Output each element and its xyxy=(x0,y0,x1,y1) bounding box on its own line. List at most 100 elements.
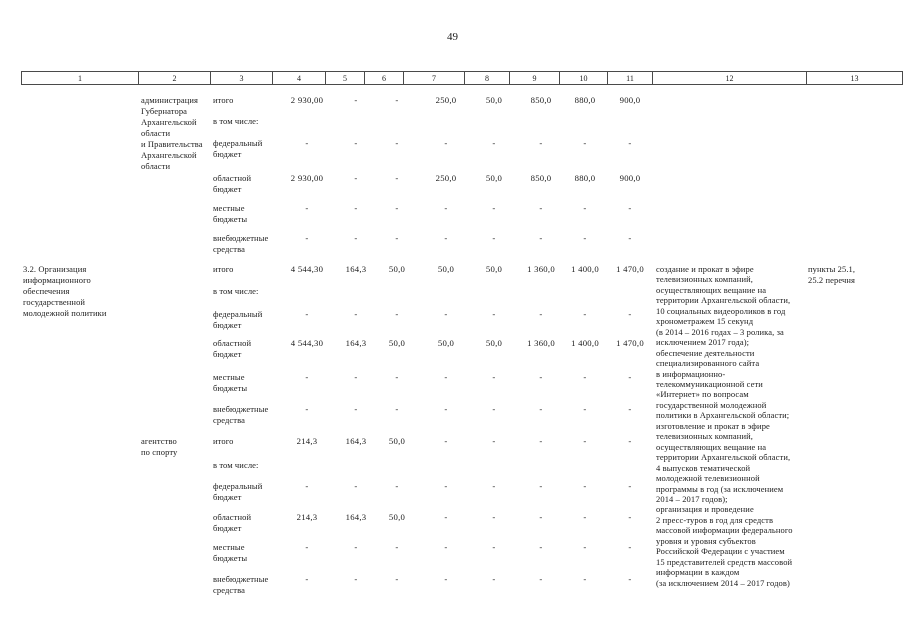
budget-value: - xyxy=(444,372,448,382)
budget-value: 880,0 xyxy=(574,173,596,183)
budget-value: - xyxy=(583,404,587,414)
budget-value: - xyxy=(628,574,632,584)
budget-value: 164,3 xyxy=(345,436,367,446)
budget-value: 900,0 xyxy=(619,173,641,183)
budget-value: - xyxy=(492,309,496,319)
budget-line-label: областной бюджет xyxy=(213,512,252,533)
column-header-9: 9 xyxy=(510,71,560,85)
budget-value: 50,0 xyxy=(485,338,503,348)
budget-value: - xyxy=(444,542,448,552)
column-header-13: 13 xyxy=(807,71,903,85)
budget-line-label: в том числе: xyxy=(213,460,259,470)
budget-value: 1 360,0 xyxy=(527,338,555,348)
budget-value: - xyxy=(539,481,543,491)
budget-value: 50,0 xyxy=(485,95,503,105)
budget-value: - xyxy=(628,138,632,148)
budget-value: 1 360,0 xyxy=(527,264,555,274)
budget-value: 1 470,0 xyxy=(616,338,644,348)
budget-value: - xyxy=(354,404,358,414)
budget-value: - xyxy=(444,138,448,148)
column-header-2: 2 xyxy=(139,71,211,85)
budget-value: - xyxy=(492,481,496,491)
budget-value: 214,3 xyxy=(296,436,318,446)
budget-value: - xyxy=(395,542,399,552)
budget-value: - xyxy=(628,372,632,382)
budget-line-label: областной бюджет xyxy=(213,173,252,194)
budget-value: - xyxy=(492,574,496,584)
budget-value: 880,0 xyxy=(574,95,596,105)
budget-value: - xyxy=(539,574,543,584)
budget-value: - xyxy=(539,404,543,414)
column-header-12: 12 xyxy=(653,71,807,85)
budget-line-label: местные бюджеты xyxy=(213,542,248,563)
budget-value: - xyxy=(305,404,309,414)
budget-value: - xyxy=(628,233,632,243)
budget-value: 4 544,30 xyxy=(290,338,324,348)
budget-value: - xyxy=(583,233,587,243)
budget-value: 214,3 xyxy=(296,512,318,522)
budget-value: - xyxy=(305,309,309,319)
budget-line-label: федеральный бюджет xyxy=(213,138,263,159)
budget-value: - xyxy=(583,574,587,584)
budget-value: - xyxy=(539,233,543,243)
budget-value: 1 400,0 xyxy=(571,338,599,348)
budget-value: - xyxy=(492,233,496,243)
budget-value: - xyxy=(444,404,448,414)
budget-value: - xyxy=(583,372,587,382)
budget-value: - xyxy=(628,203,632,213)
column-header-6: 6 xyxy=(365,71,404,85)
budget-line-label: областной бюджет xyxy=(213,338,252,359)
budget-line-label: местные бюджеты xyxy=(213,372,248,393)
budget-value: - xyxy=(492,138,496,148)
budget-value: - xyxy=(583,203,587,213)
budget-line-label: итого xyxy=(213,436,234,446)
budget-value: - xyxy=(583,309,587,319)
column-header-8: 8 xyxy=(465,71,510,85)
budget-value: - xyxy=(395,309,399,319)
column-header-7: 7 xyxy=(404,71,465,85)
budget-value: - xyxy=(539,309,543,319)
budget-value: - xyxy=(539,542,543,552)
budget-value: - xyxy=(628,512,632,522)
budget-line-label: федеральный бюджет xyxy=(213,481,263,502)
budget-value: - xyxy=(444,574,448,584)
budget-value: - xyxy=(444,512,448,522)
column-header-10: 10 xyxy=(560,71,608,85)
expected-results-text: создание и прокат в эфире телевизионных … xyxy=(656,264,793,588)
budget-value: - xyxy=(354,233,358,243)
budget-value: 2 930,00 xyxy=(290,173,324,183)
column-header-1: 1 xyxy=(21,71,139,85)
budget-value: - xyxy=(395,574,399,584)
executor-name: агентство по спорту xyxy=(141,436,178,457)
budget-value: - xyxy=(395,481,399,491)
budget-value: - xyxy=(492,404,496,414)
budget-value: 850,0 xyxy=(530,173,552,183)
budget-value: 850,0 xyxy=(530,95,552,105)
perechen-reference: пункты 25.1, 25.2 перечня xyxy=(808,264,856,285)
budget-line-label: внебюджетные средства xyxy=(213,574,269,595)
column-header-3: 3 xyxy=(211,71,273,85)
budget-value: 164,3 xyxy=(345,264,367,274)
budget-value: - xyxy=(354,173,358,183)
budget-value: 1 470,0 xyxy=(616,264,644,274)
budget-value: 50,0 xyxy=(437,338,455,348)
budget-value: - xyxy=(583,512,587,522)
budget-value: 250,0 xyxy=(435,95,457,105)
budget-value: 2 930,00 xyxy=(290,95,324,105)
budget-value: 164,3 xyxy=(345,338,367,348)
budget-value: - xyxy=(395,203,399,213)
budget-line-label: федеральный бюджет xyxy=(213,309,263,330)
activity-title: 3.2. Организация информационного обеспеч… xyxy=(23,264,107,318)
budget-value: - xyxy=(492,203,496,213)
column-header-4: 4 xyxy=(273,71,326,85)
budget-value: - xyxy=(539,372,543,382)
budget-value: 250,0 xyxy=(435,173,457,183)
budget-value: - xyxy=(354,372,358,382)
budget-value: - xyxy=(444,203,448,213)
budget-value: - xyxy=(444,309,448,319)
column-header-5: 5 xyxy=(326,71,365,85)
budget-value: - xyxy=(305,574,309,584)
budget-value: 50,0 xyxy=(485,264,503,274)
budget-value: - xyxy=(583,436,587,446)
